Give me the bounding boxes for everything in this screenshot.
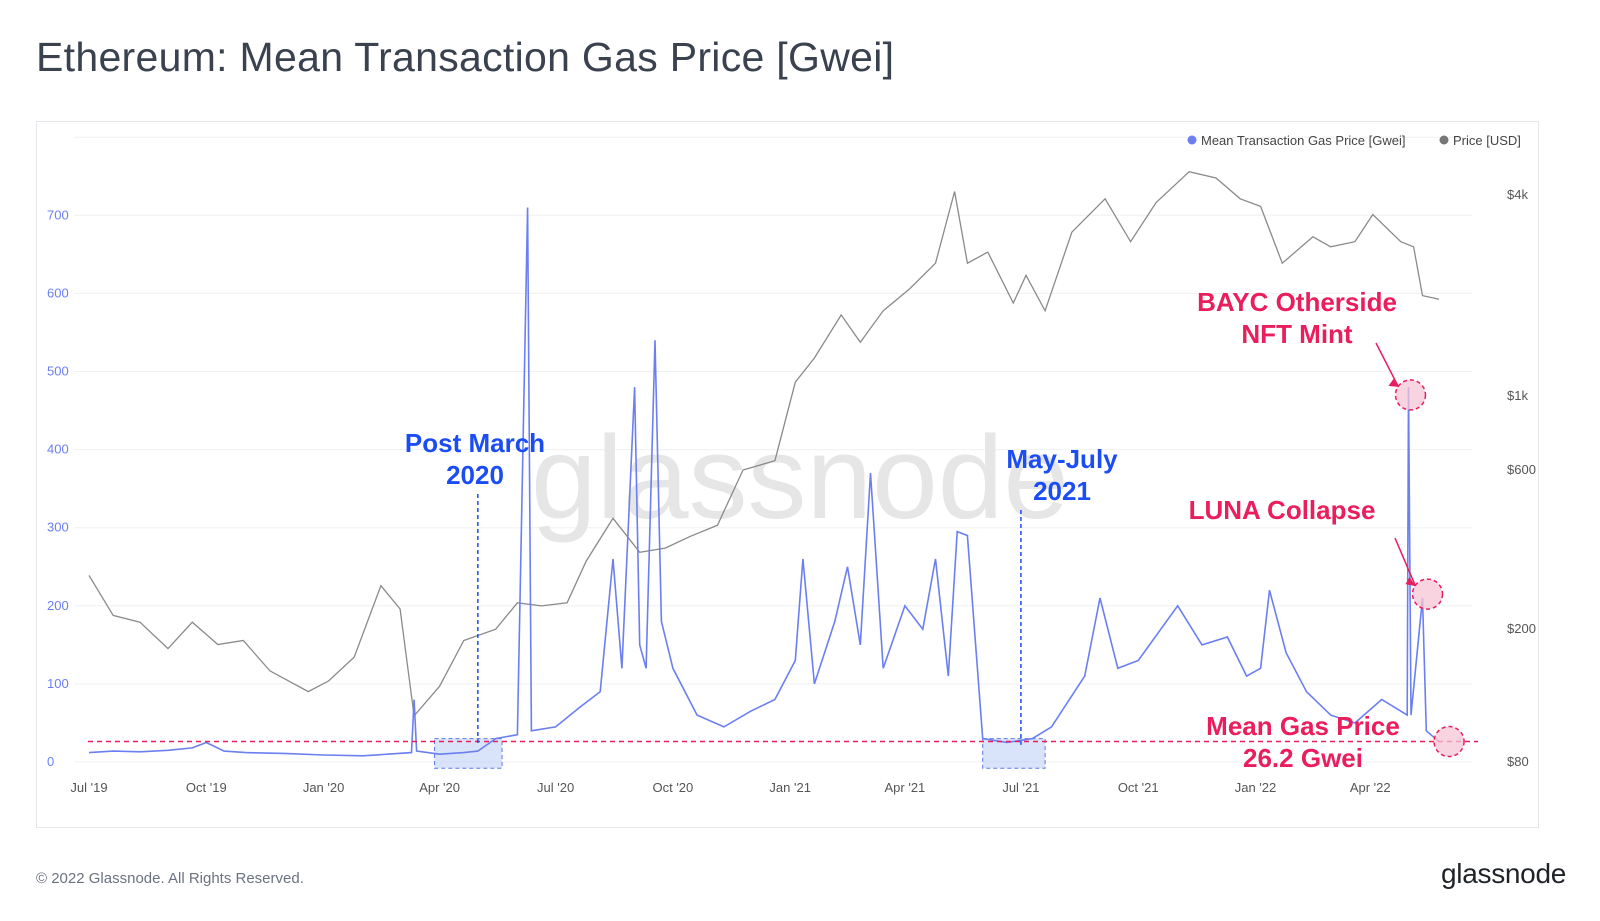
- x-tick-label: Apr '22: [1350, 780, 1391, 795]
- y-left-tick-label: 600: [47, 285, 69, 300]
- highlight-range-may-july: [982, 738, 1046, 769]
- x-tick-label: Oct '21: [1118, 780, 1159, 795]
- annotation-post-march-text: 2020: [446, 460, 504, 490]
- annotation-bayc-marker: [1394, 379, 1427, 411]
- y-right-tick-label: $200: [1507, 621, 1536, 636]
- annotation-luna-arrowhead: [1405, 577, 1416, 587]
- legend-label: Price [USD]: [1453, 133, 1521, 148]
- annotation-bayc-text: BAYC Otherside: [1197, 287, 1397, 317]
- legend-marker: [1187, 135, 1197, 145]
- annotation-luna-text: LUNA Collapse: [1189, 495, 1376, 525]
- chart-panel: [36, 121, 1539, 828]
- x-tick-label: Jan '21: [769, 780, 811, 795]
- x-tick-label: Jan '20: [303, 780, 345, 795]
- annotation-luna-marker: [1411, 578, 1444, 610]
- y-left-tick-label: 0: [47, 754, 54, 769]
- y-right-tick-label: $1k: [1507, 388, 1528, 403]
- glassnode-logo: glassnode: [1441, 858, 1566, 889]
- x-tick-label: Oct '19: [186, 780, 227, 795]
- y-right-tick-label: $4k: [1507, 187, 1528, 202]
- annotation-may-july-text: 2021: [1033, 476, 1091, 506]
- annotation-bayc-arrowhead: [1388, 378, 1399, 387]
- x-tick-label: Apr '20: [419, 780, 460, 795]
- y-right-tick-label: $600: [1507, 462, 1536, 477]
- y-left-tick-label: 700: [47, 207, 69, 222]
- y-left-tick-label: 400: [47, 442, 69, 457]
- x-tick-label: Jul '20: [537, 780, 574, 795]
- y-left-tick-label: 200: [47, 598, 69, 613]
- legend-marker: [1439, 135, 1449, 145]
- annotation-mean-marker: [1433, 725, 1465, 758]
- annotation-mean-text: 26.2 Gwei: [1243, 743, 1363, 773]
- price-series-line: [88, 170, 1440, 718]
- x-tick-label: Oct '20: [652, 780, 693, 795]
- y-left-tick-label: 100: [47, 676, 69, 691]
- x-tick-label: Jul '21: [1002, 780, 1039, 795]
- annotation-post-march-text: Post March: [405, 428, 545, 458]
- legend-label: Mean Transaction Gas Price [Gwei]: [1201, 133, 1405, 148]
- annotation-may-july-text: May-July: [1006, 444, 1118, 474]
- x-tick-label: Jan '22: [1235, 780, 1277, 795]
- y-left-tick-label: 500: [47, 364, 69, 379]
- annotation-mean-text: Mean Gas Price: [1206, 711, 1400, 741]
- annotation-luna-arrow: [1394, 537, 1417, 587]
- page-title: Ethereum: Mean Transaction Gas Price [Gw…: [36, 34, 895, 80]
- y-right-tick-label: $80: [1507, 754, 1529, 769]
- annotation-bayc-text: NFT Mint: [1241, 319, 1353, 349]
- annotation-bayc-arrow: [1375, 342, 1400, 388]
- watermark-text: glassnode: [531, 412, 1069, 544]
- copyright-text: © 2022 Glassnode. All Rights Reserved.: [36, 870, 304, 887]
- x-tick-label: Jul '19: [70, 780, 107, 795]
- x-tick-label: Apr '21: [885, 780, 926, 795]
- gas-series-line: [88, 207, 1440, 757]
- y-left-tick-label: 300: [47, 520, 69, 535]
